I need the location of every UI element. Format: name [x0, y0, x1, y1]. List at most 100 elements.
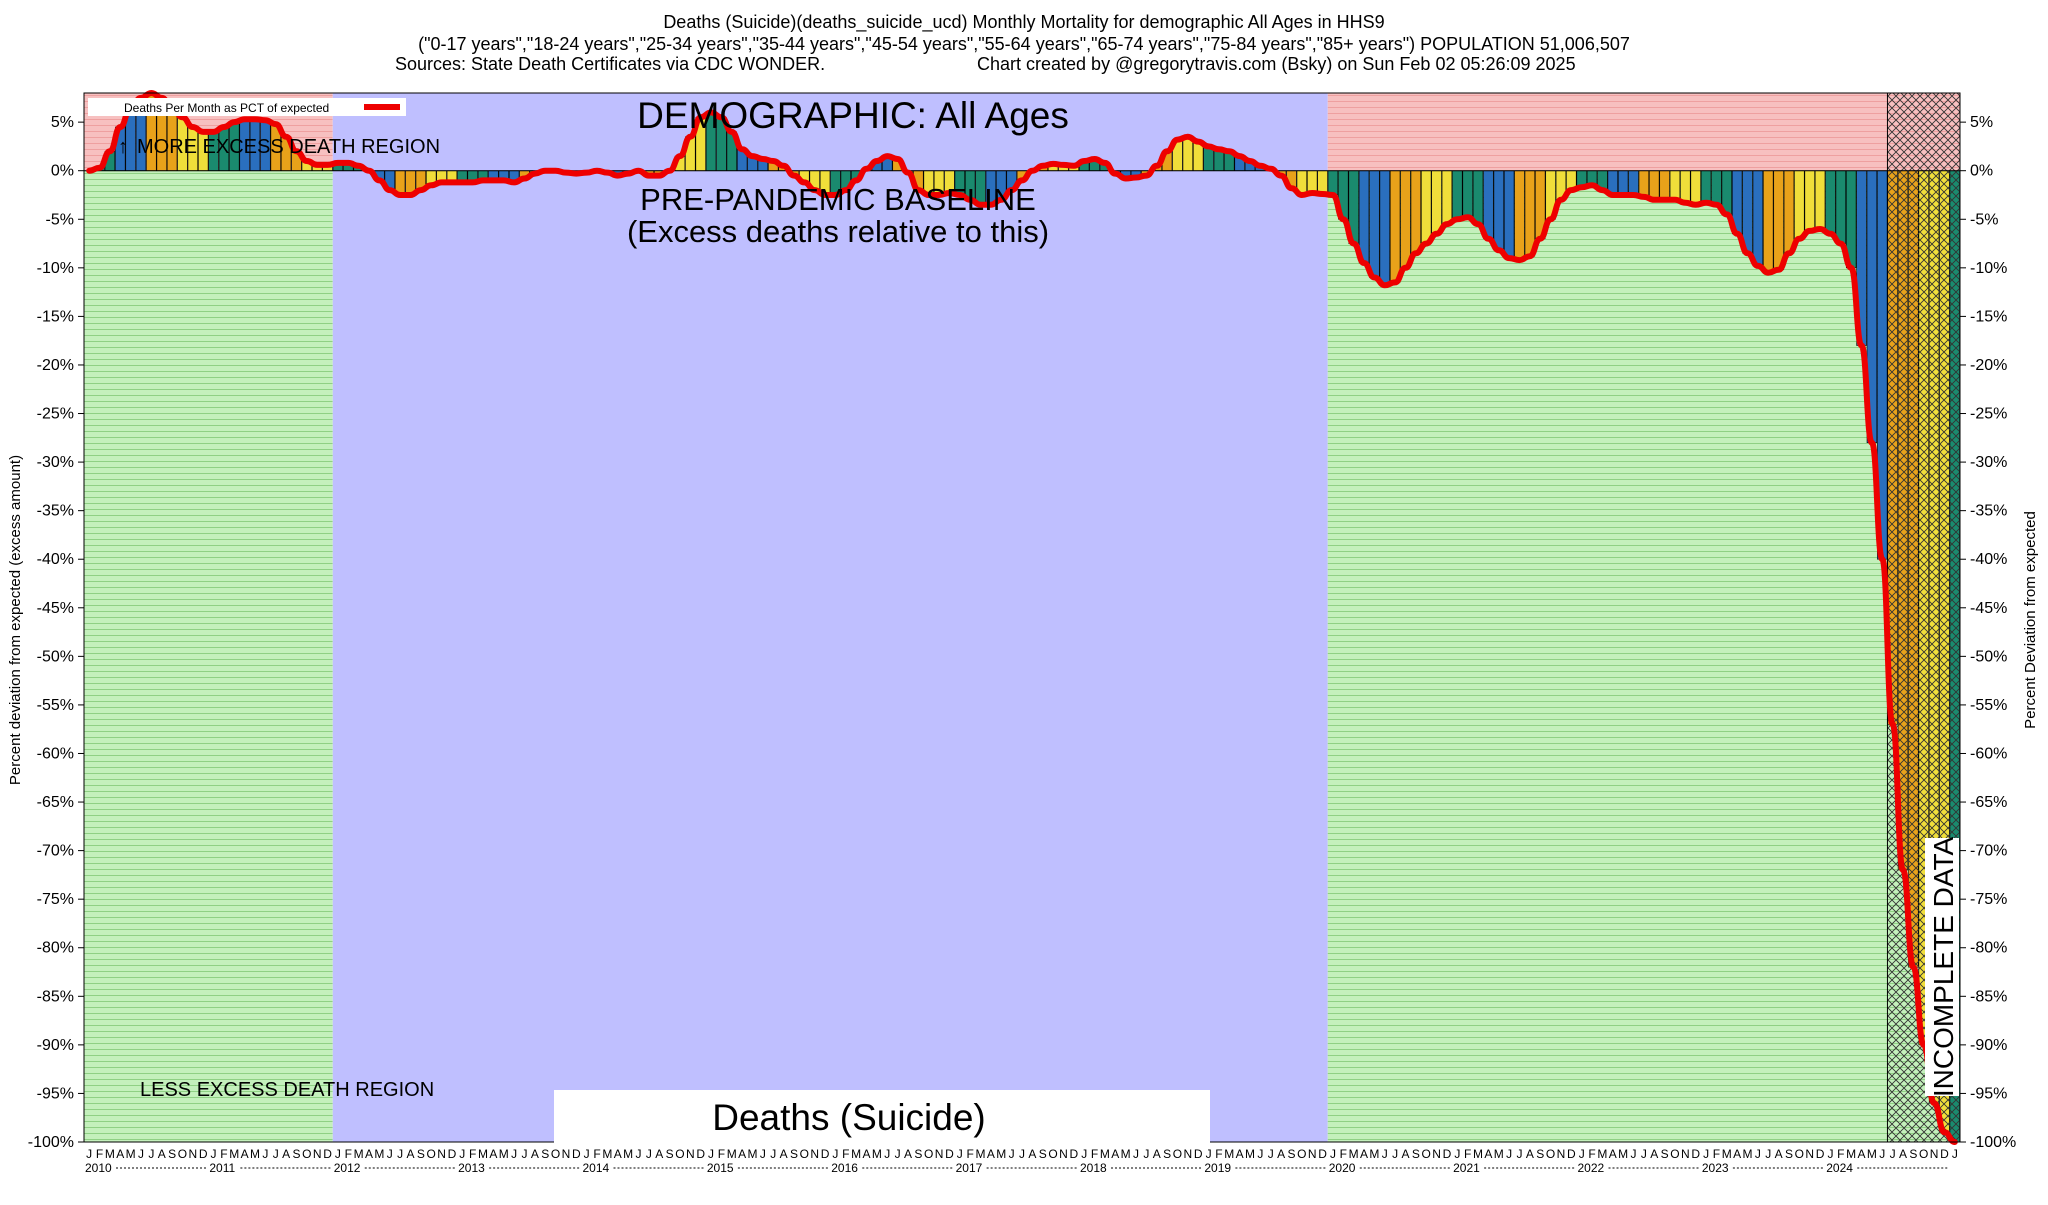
bar [1690, 170, 1701, 205]
y-tick-label-right: -85% [1970, 988, 2007, 1005]
y-tick-label-right: -35% [1970, 503, 2007, 520]
y-tick-label-left: -75% [37, 891, 74, 908]
x-tick-month: J [1631, 1147, 1637, 1161]
bar [1400, 170, 1411, 269]
x-tick-year: 2015 [707, 1161, 734, 1175]
y-tick-label-left: -60% [37, 745, 74, 762]
x-tick-month: A [1484, 1147, 1492, 1161]
bar [1503, 170, 1515, 259]
bar [1659, 170, 1670, 201]
x-tick-month: N [1930, 1147, 1939, 1161]
x-tick-month: S [1039, 1147, 1047, 1161]
bar [1825, 170, 1836, 235]
bar [1493, 170, 1504, 251]
x-tick-month: A [1153, 1147, 1161, 1161]
y-tick-label-left: -35% [37, 503, 74, 520]
x-tick-month: D [696, 1147, 705, 1161]
x-tick-year: 2018 [1080, 1161, 1107, 1175]
x-tick-month: A [531, 1147, 539, 1161]
x-tick-month: D [1194, 1147, 1203, 1161]
x-tick-month: J [957, 1147, 963, 1161]
y-tick-label-left: -10% [37, 260, 74, 277]
cause-label-box [554, 1090, 1210, 1144]
series-line [86, 90, 1958, 1145]
x-tick-month: J [646, 1147, 652, 1161]
x-tick-month: J [1703, 1147, 1709, 1161]
x-tick-month: A [1277, 1147, 1285, 1161]
bar [1462, 170, 1473, 218]
x-tick-month: A [1526, 1147, 1534, 1161]
x-tick-month: D [448, 1147, 457, 1161]
x-tick-month: S [168, 1147, 176, 1161]
y-axis-right: 5% 0% -5% -10% -15% -20% -25% -30% -35% -40% -45% -… [1960, 114, 2016, 1151]
x-tick-month: M [1369, 1147, 1379, 1161]
x-tick-month: A [1650, 1147, 1658, 1161]
x-tick-month: A [1111, 1147, 1119, 1161]
x-tick-month: A [987, 1147, 995, 1161]
y-tick-label-left: -70% [37, 843, 74, 860]
x-tick-month: F [1713, 1147, 1720, 1161]
x-tick-month: F [96, 1147, 103, 1161]
x-tick-month: A [1360, 1147, 1368, 1161]
bar [1317, 170, 1328, 195]
x-tick-month: N [1432, 1147, 1441, 1161]
x-tick-month: J [86, 1147, 92, 1161]
baseline-label: PRE-PANDEMIC BASELINE [640, 182, 1036, 217]
x-tick-month: D [1567, 1147, 1576, 1161]
x-tick-month: J [1755, 1147, 1761, 1161]
bar [1773, 170, 1784, 271]
x-tick-month: A [406, 1147, 414, 1161]
x-tick-month: J [1081, 1147, 1087, 1161]
y-tick-label-left: 0% [51, 163, 74, 180]
x-tick-month: J [511, 1147, 517, 1161]
x-tick-month: N [1308, 1147, 1317, 1161]
x-tick-month: M [1494, 1147, 1504, 1161]
y-tick-label-left: -85% [37, 988, 74, 1005]
x-tick-year: 2020 [1329, 1161, 1356, 1175]
x-tick-month: M [126, 1147, 136, 1161]
x-tick-month: D [199, 1147, 208, 1161]
x-tick-year: 2014 [583, 1161, 610, 1175]
x-tick-month: A [904, 1147, 912, 1161]
y-tick-label-left: -30% [37, 454, 74, 471]
bar [1649, 170, 1660, 201]
x-tick-month: J [708, 1147, 714, 1161]
x-tick-month: A [1858, 1147, 1866, 1161]
bar [1638, 170, 1650, 198]
x-tick-month: S [1909, 1147, 1917, 1161]
bar [1514, 170, 1525, 261]
x-tick-month: J [1454, 1147, 1460, 1161]
x-tick-month: O [1048, 1147, 1057, 1161]
x-tick-month: J [148, 1147, 154, 1161]
x-tick-month: M [1743, 1147, 1753, 1161]
baseline-sublabel: (Excess deaths relative to this) [627, 214, 1049, 249]
chart-credit: Chart created by @gregorytravis.com (Bsk… [977, 54, 1576, 74]
bar [1182, 136, 1194, 172]
x-tick-month: J [335, 1147, 341, 1161]
y-tick-label-right: -50% [1970, 648, 2007, 665]
x-tick-month: A [780, 1147, 788, 1161]
y-tick-label-left: -15% [37, 308, 74, 325]
x-tick-month: J [262, 1147, 268, 1161]
y-tick-label-right: -65% [1970, 794, 2007, 811]
y-tick-label-right: -20% [1970, 357, 2007, 374]
x-tick-month: S [1785, 1147, 1793, 1161]
x-tick-month: J [1330, 1147, 1336, 1161]
x-tick-month: N [1805, 1147, 1814, 1161]
y-tick-label-right: -40% [1970, 551, 2007, 568]
x-tick-month: O [1919, 1147, 1928, 1161]
bar [1794, 170, 1805, 239]
x-tick-month: S [790, 1147, 798, 1161]
x-tick-month: N [1557, 1147, 1566, 1161]
x-tick-month: J [760, 1147, 766, 1161]
y-tick-label-right: -15% [1970, 308, 2007, 325]
y-tick-label-right: -55% [1970, 697, 2007, 714]
x-tick-month: M [229, 1147, 239, 1161]
x-tick-month: M [623, 1147, 633, 1161]
x-tick-month: J [1879, 1147, 1885, 1161]
y-tick-label-left: -95% [37, 1085, 74, 1102]
legend-box [88, 98, 406, 116]
bar [1441, 170, 1453, 225]
y-tick-label-right: -75% [1970, 891, 2007, 908]
